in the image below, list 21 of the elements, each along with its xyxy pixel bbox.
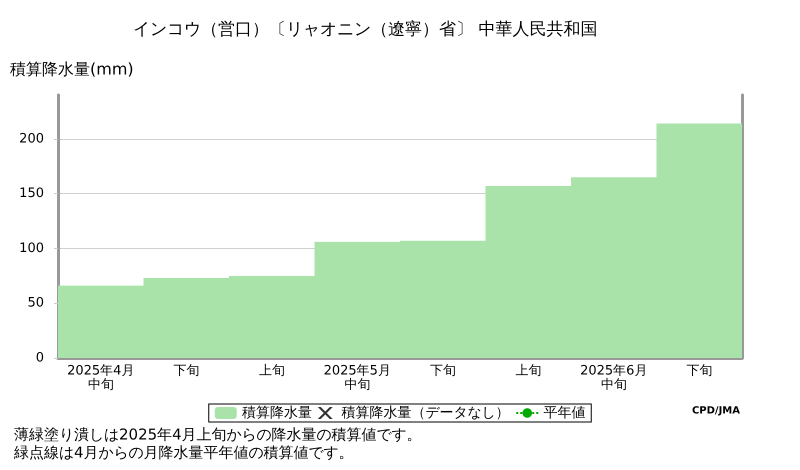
- legend-label: 積算降水量（データなし）: [341, 405, 510, 421]
- y-axis-title: 積算降水量(mm): [10, 60, 134, 78]
- x-tick-label: 下旬: [173, 364, 200, 378]
- x-tick-label: 上旬: [515, 364, 542, 378]
- y-tick-label: 50: [27, 296, 44, 311]
- y-tick-label: 200: [19, 131, 44, 146]
- y-tick-label: 100: [19, 240, 44, 256]
- text: CPD/JMA: [692, 406, 740, 416]
- legend-label: 積算降水量: [242, 405, 312, 421]
- chart-title: インコウ（営口）〔リャオニン（遼寧）省〕 中華人民共和国: [133, 20, 598, 40]
- text: 緑点線は4月からの月降水量平年値の積算値です。: [13, 444, 354, 462]
- legend-label: 平年値: [543, 405, 586, 421]
- x-tick-label: 下旬: [686, 364, 712, 378]
- x-tick-label: 2025年4月中旬: [67, 364, 134, 392]
- x-tick-label: 下旬: [430, 364, 456, 378]
- y-tick-label: 150: [19, 186, 44, 202]
- x-tick-label: 2025年5月中旬: [324, 364, 391, 392]
- text: 薄緑塗り潰しは2025年4月上旬からの降水量の積算値です。: [14, 426, 422, 444]
- x-tick-label: 2025年6月中旬: [580, 364, 648, 392]
- y-tick-label: 0: [36, 350, 44, 366]
- x-tick-label: 上旬: [258, 364, 285, 378]
